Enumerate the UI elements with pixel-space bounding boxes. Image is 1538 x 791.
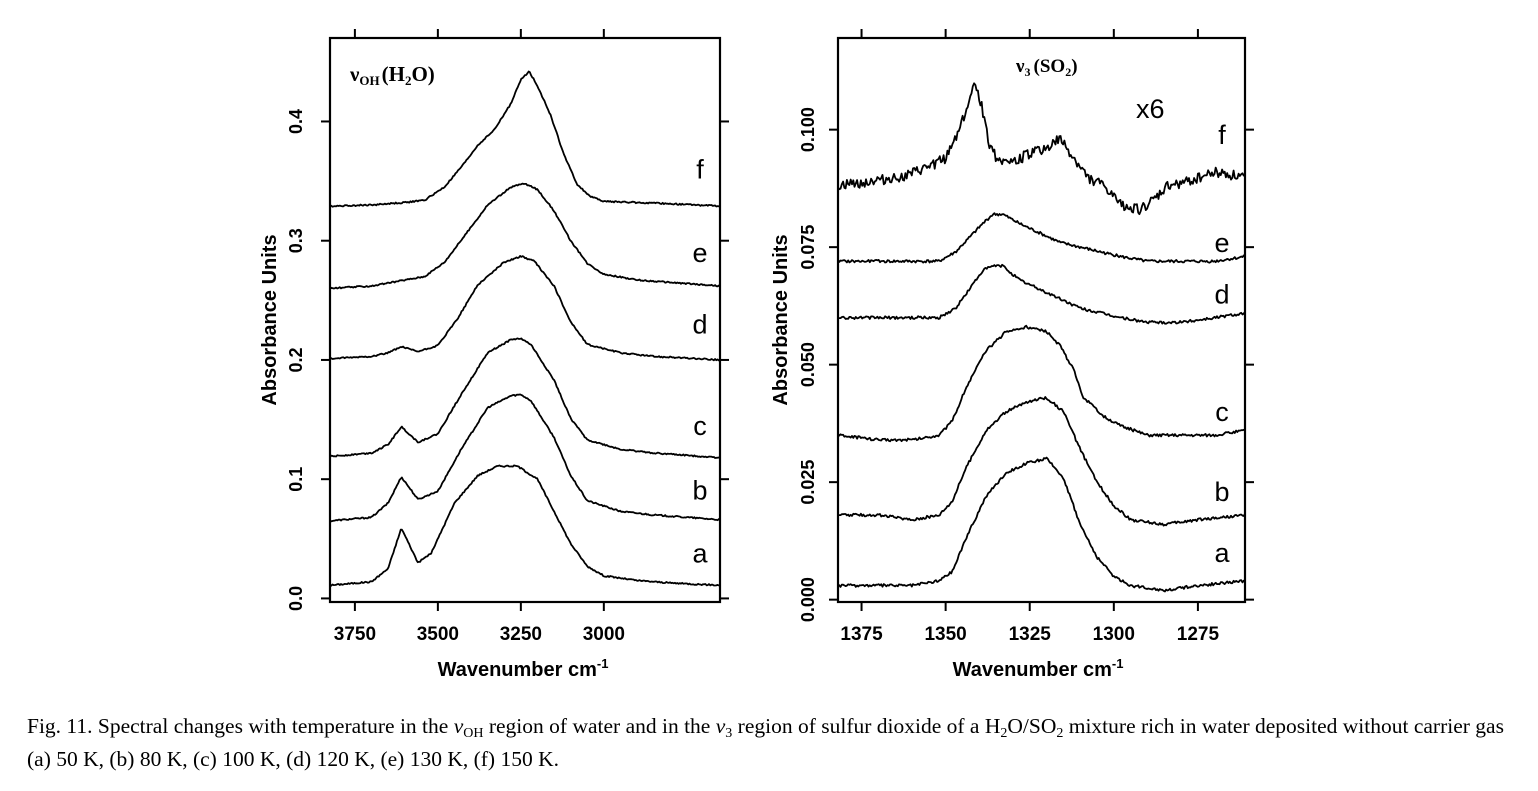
left-y-tick-label: 0.1 <box>286 467 306 492</box>
left-x-axis-label: Wavenumber cm-1 <box>438 656 609 681</box>
left-y-tick-label: 0.0 <box>286 586 306 611</box>
right-chart-title: ν3 (SO2) <box>1015 56 1078 79</box>
right-series-d-label: d <box>1214 280 1229 310</box>
left-series-b-line <box>329 393 721 523</box>
right-series-b-line <box>837 396 1246 527</box>
left-series-c-label: c <box>693 411 707 441</box>
right-plot-frame <box>836 36 1247 604</box>
figure-caption: Fig. 11. Spectral changes with temperatu… <box>27 714 1504 771</box>
right-y-tick-label: 0.000 <box>798 577 818 622</box>
left-series-c-line <box>329 337 721 459</box>
right-series-b-label: b <box>1214 477 1229 507</box>
left-plot-frame <box>328 36 722 604</box>
left-x-tick-label: 3250 <box>500 624 542 645</box>
right-series-c-line <box>837 324 1246 443</box>
right-series-a-label: a <box>1214 538 1230 568</box>
left-y-tick-label: 0.3 <box>286 228 306 253</box>
right-x-tick-label: 1300 <box>1093 624 1135 645</box>
left-x-tick-label: 3500 <box>417 624 459 645</box>
left-series-e-label: e <box>692 238 707 268</box>
right-series-f-label: f <box>1218 120 1226 150</box>
left-series-d-line <box>329 255 721 362</box>
left-chart-panel: νOH(H2O) Wavenumber cm-1 Absorbance Unit… <box>259 29 729 681</box>
left-series-f-label: f <box>696 155 704 185</box>
right-y-tick-label: 0.025 <box>798 460 818 505</box>
left-chart-title: νOH(H2O) <box>349 62 435 88</box>
figure: νOH(H2O) Wavenumber cm-1 Absorbance Unit… <box>259 29 1254 681</box>
left-series-a-label: a <box>692 539 708 569</box>
left-x-tick-label: 3000 <box>583 624 625 645</box>
left-y-axis-label: Absorbance Units <box>259 234 281 405</box>
left-x-tick-label: 3750 <box>334 624 376 645</box>
right-y-tick-label: 0.075 <box>798 225 818 270</box>
left-series-f-line <box>329 70 721 208</box>
right-y-tick-label: 0.050 <box>798 342 818 387</box>
left-series-d-label: d <box>692 310 707 340</box>
scale-factor-annotation: x6 <box>1136 94 1165 124</box>
right-x-tick-label: 1325 <box>1009 624 1052 645</box>
right-y-axis-label: Absorbance Units <box>770 234 792 405</box>
right-x-axis-label: Wavenumber cm-1 <box>953 656 1124 681</box>
left-series-e-line <box>329 182 721 290</box>
right-series-d-line <box>837 263 1246 325</box>
right-series-e-line <box>837 212 1246 264</box>
right-series-c-label: c <box>1215 397 1229 427</box>
right-series-e-label: e <box>1214 228 1229 258</box>
right-chart-panel: ν3 (SO2) x6 Wavenumber cm-1 Absorbance Un… <box>770 29 1254 681</box>
left-y-tick-label: 0.2 <box>286 347 306 372</box>
left-y-tick-label: 0.4 <box>286 109 306 134</box>
right-series-f-line <box>837 82 1246 216</box>
right-y-tick-label: 0.100 <box>798 107 818 152</box>
left-series-a-line <box>330 464 721 587</box>
left-series-b-label: b <box>692 475 707 505</box>
right-x-tick-label: 1375 <box>840 624 883 645</box>
right-series-a-line <box>837 456 1246 593</box>
right-x-tick-label: 1275 <box>1177 624 1220 645</box>
right-x-tick-label: 1350 <box>924 624 966 645</box>
